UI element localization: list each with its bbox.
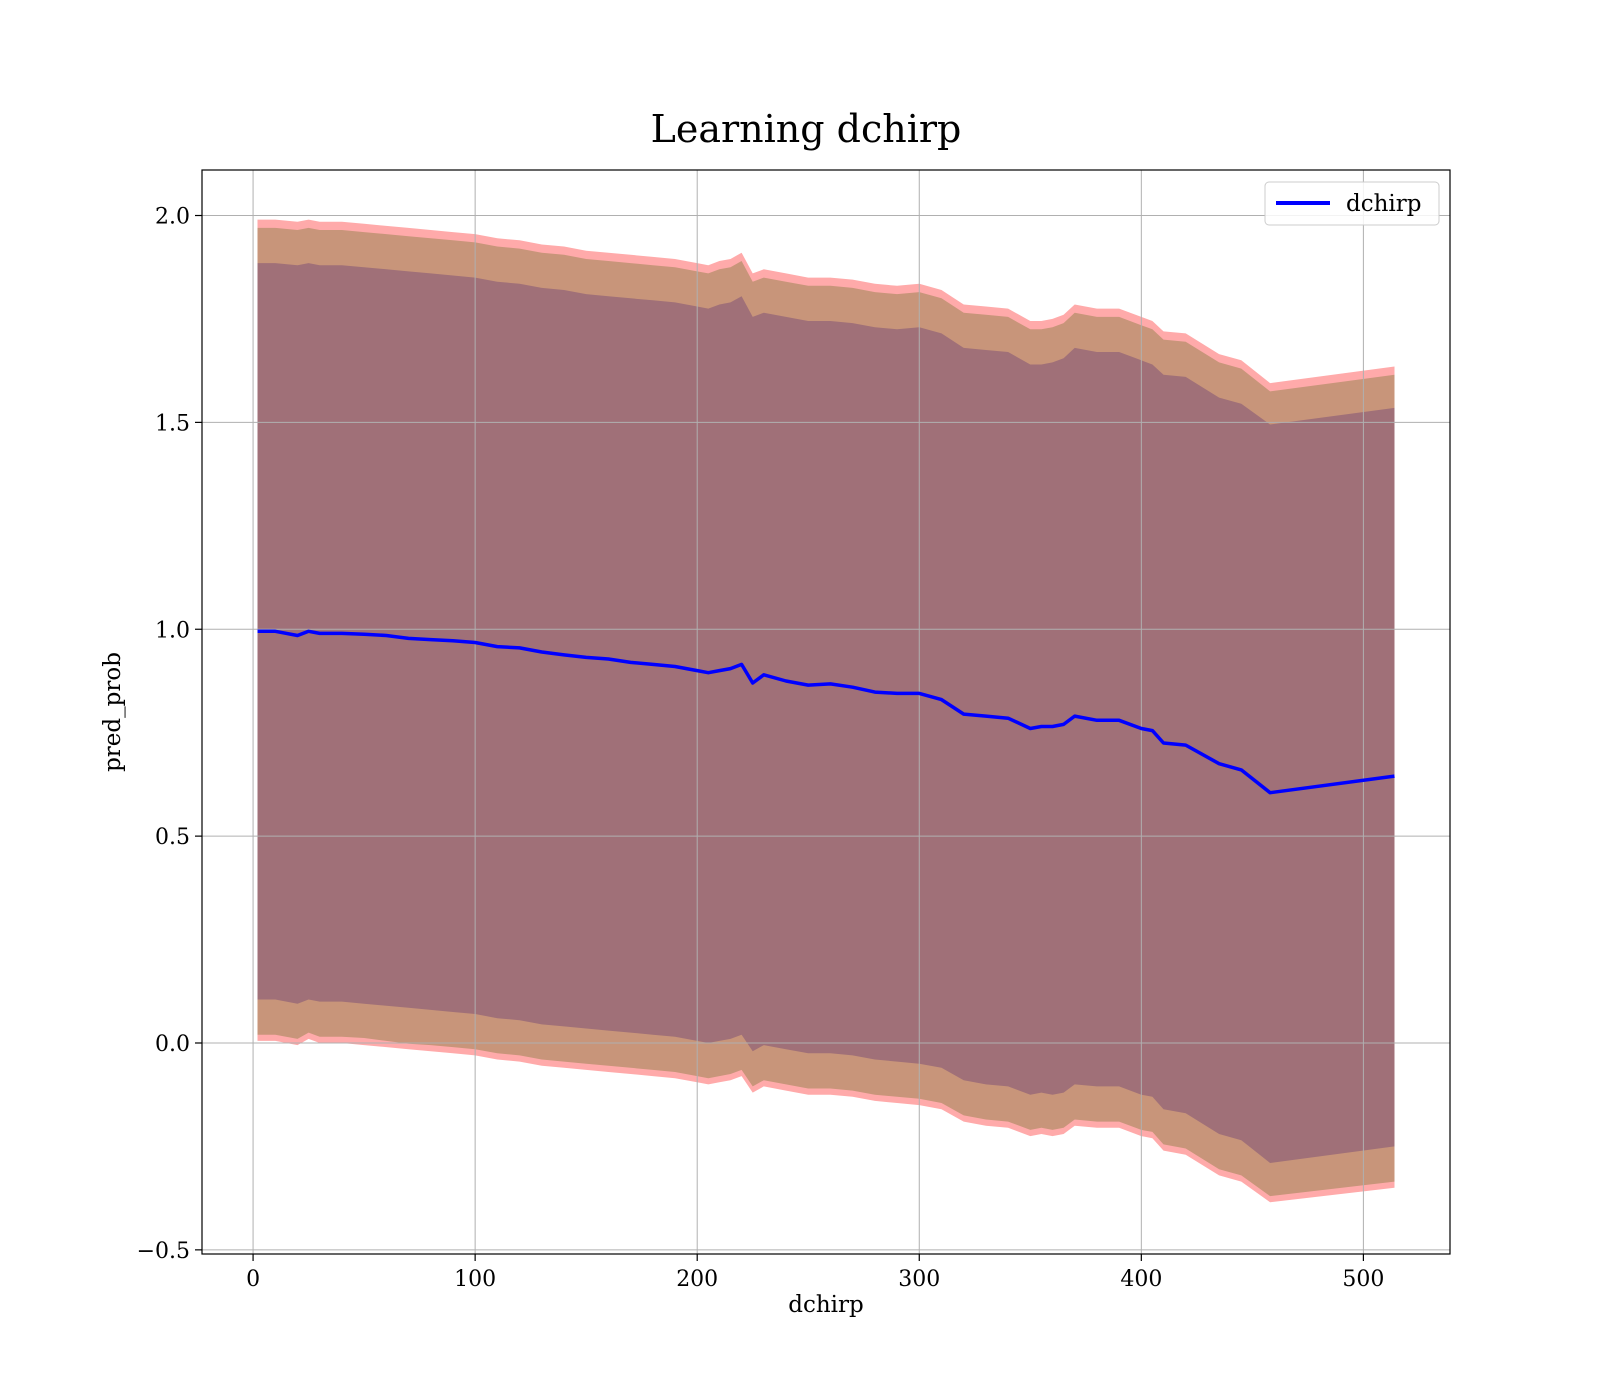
x-tick-label-0: 0: [246, 1267, 260, 1292]
grid-lines: [202, 170, 1450, 1254]
chart-title: Learning dchirp: [651, 107, 962, 151]
y-axis-label: pred_prob: [100, 652, 126, 772]
x-tick-label-4: 400: [1120, 1267, 1162, 1292]
confidence-bands: [257, 219, 1395, 1203]
legend-box: [1264, 181, 1440, 226]
series-lines: [257, 629, 1395, 795]
y-axis-ticks: −0.5 0.0 0.5 1.0 1.5 2.0: [137, 205, 202, 1264]
y-tick-label-5: 2.0: [155, 205, 190, 230]
x-axis-label: dchirp: [788, 1292, 864, 1318]
plot-area-frame: [201, 169, 1451, 1255]
x-tick-label-1: 100: [454, 1267, 496, 1292]
legend-label: dchirp: [1346, 191, 1422, 217]
y-tick-label-4: 1.5: [155, 411, 190, 436]
band-inner: [257, 263, 1395, 1164]
series-line-dchirp: [257, 629, 1395, 795]
y-tick-label-0: −0.5: [137, 1239, 190, 1264]
x-tick-label-2: 200: [676, 1267, 718, 1292]
y-tick-label-2: 0.5: [155, 825, 190, 850]
x-tick-label-3: 300: [898, 1267, 940, 1292]
y-tick-label-1: 0.0: [155, 1032, 190, 1057]
x-tick-label-5: 500: [1342, 1267, 1384, 1292]
x-axis-ticks: 0 100 200 300 400 500: [246, 1254, 1384, 1292]
legend: dchirp: [1264, 181, 1440, 226]
y-tick-label-3: 1.0: [155, 618, 190, 643]
